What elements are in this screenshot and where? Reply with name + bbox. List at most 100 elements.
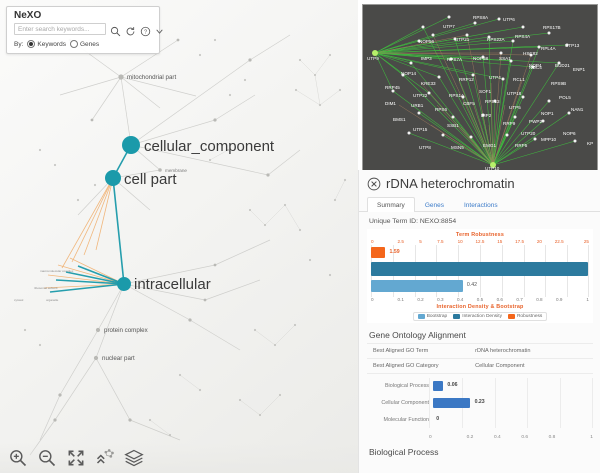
layers-icon[interactable] (124, 448, 144, 468)
legend-swatch-bootstrap (417, 314, 425, 319)
svg-text:RPS17B: RPS17B (543, 25, 561, 30)
svg-text:?: ? (144, 29, 147, 35)
svg-text:NOP14: NOP14 (401, 71, 417, 76)
table-row: Best Aligned GO Category Cellular Compon… (367, 359, 593, 374)
bar-bootstrap (371, 280, 463, 292)
node-label-membrane: membrane (165, 168, 187, 173)
close-icon[interactable] (367, 177, 381, 191)
node-label-macromolecular-complex: macromolecular complex (40, 269, 74, 273)
unique-term-id: Unique Term ID: NEXO:8854 (369, 218, 457, 225)
svg-text:RPS8A: RPS8A (473, 15, 489, 20)
search-input[interactable] (14, 23, 106, 35)
node-label-mitochondrial-part: mitochondrial part (127, 74, 176, 81)
radio-genes[interactable]: Genes (69, 40, 99, 48)
svg-text:RCL1: RCL1 (513, 77, 525, 82)
svg-text:UTP21: UTP21 (455, 37, 470, 42)
bar-row-cellular-component: Cellular Component 0.23 (367, 395, 593, 411)
legend-robustness[interactable]: Robustness (507, 314, 542, 319)
go-chart-xticks: 0 0.2 0.4 0.6 0.8 1 (429, 435, 593, 440)
bar-robustness (371, 247, 385, 258)
svg-text:UTP22: UTP22 (413, 93, 428, 98)
node-intracellular[interactable] (117, 277, 131, 291)
bar-cellular-component (433, 398, 470, 408)
chevron-down-icon[interactable] (155, 24, 166, 35)
svg-text:RPS4A: RPS4A (515, 34, 531, 39)
go-category-key: Best Aligned GO Category (373, 363, 439, 369)
gene-hub-utp10[interactable] (490, 162, 496, 168)
svg-text:EMG1: EMG1 (483, 143, 496, 148)
radio-keywords[interactable]: Keywords (27, 40, 66, 48)
svg-text:URB1: URB1 (411, 103, 424, 108)
network-toolbar[interactable] (0, 443, 358, 473)
svg-text:CBF5: CBF5 (463, 101, 475, 106)
legend-interaction-density[interactable]: Interaction Density (453, 314, 502, 319)
collapse-icon[interactable] (95, 448, 115, 468)
zoom-out-icon[interactable] (37, 448, 57, 468)
chart-title-term-robustness: Term Robustness (455, 232, 505, 238)
go-term-key: Best Aligned GO Term (373, 348, 429, 354)
svg-text:UTP13: UTP13 (565, 43, 580, 48)
go-category-value: Cellular Component (475, 363, 525, 369)
search-icon[interactable] (110, 24, 121, 36)
fit-screen-icon[interactable] (66, 448, 86, 468)
bar-value-bootstrap: 0.42 (466, 282, 478, 288)
chart-legend[interactable]: Bootstrap Interaction Density Robustness (412, 312, 548, 321)
legend-swatch-robustness (507, 314, 515, 319)
svg-text:UTP9: UTP9 (367, 56, 379, 61)
svg-text:SSB1: SSB1 (447, 123, 459, 128)
tab-summary[interactable]: Summary (367, 197, 415, 212)
gene-labels: UTP9 NOP56 UTP7 RPS8A UTP6 RPS17B UTP21 … (367, 15, 593, 170)
term-info-panel[interactable]: rDNA heterochromatin Summary Genes Inter… (358, 170, 600, 473)
bar-value-robustness: 1.59 (389, 249, 400, 255)
bar-label-molecular-function: Molecular Function (383, 417, 429, 423)
ontology-network-panel[interactable]: cellular_component cell part intracellul… (0, 0, 358, 473)
zoom-in-icon[interactable] (8, 448, 28, 468)
radio-genes-dot[interactable] (69, 40, 78, 48)
top-axis-ticks: 0 2.5 5 7.5 10 12.5 15 17.5 20 22.5 25 (371, 239, 589, 244)
bar-label-cellular-component: Cellular Component (381, 400, 429, 406)
svg-text:UTP15: UTP15 (413, 127, 428, 132)
ontology-network-graph[interactable]: cellular_component cell part intracellul… (0, 0, 358, 473)
svg-text:RPS7A: RPS7A (447, 57, 463, 62)
svg-text:NOP6: NOP6 (563, 131, 576, 136)
section-title-go-alignment: Gene Ontology Alignment (369, 330, 466, 340)
tab-interactions[interactable]: Interactions (463, 202, 498, 209)
svg-text:KP: KP (587, 141, 593, 146)
gene-network-panel[interactable]: UTP9 NOP56 UTP7 RPS8A UTP6 RPS17B UTP21 … (362, 4, 598, 171)
svg-text:NOP58: NOP58 (473, 56, 489, 61)
radio-keywords-label: Keywords (37, 40, 66, 48)
refresh-icon[interactable] (125, 24, 136, 35)
svg-text:UTP5: UTP5 (509, 105, 521, 110)
bar-biological-process (433, 381, 443, 391)
svg-text:HSC82: HSC82 (523, 51, 538, 56)
svg-text:RRP9: RRP9 (503, 121, 516, 126)
bar-value-molecular-function: 0 (436, 416, 440, 422)
bar-row-molecular-function: Molecular Function 0 (367, 412, 593, 428)
table-row: Best Aligned GO Term rDNA heterochromati… (367, 344, 593, 359)
radio-keywords-dot[interactable] (27, 40, 36, 48)
search-panel[interactable]: NeXO ? By: Keywor (6, 6, 163, 54)
go-alignment-table: Best Aligned GO Term rDNA heterochromati… (367, 343, 593, 374)
node-cellular-component[interactable] (122, 136, 140, 154)
gene-hub-utp9[interactable] (372, 50, 378, 56)
svg-text:BUD21: BUD21 (555, 63, 570, 68)
svg-text:UTP6: UTP6 (503, 17, 515, 22)
gene-network-graph[interactable]: UTP9 NOP56 UTP7 RPS8A UTP6 RPS17B UTP21 … (363, 5, 597, 170)
bar-interaction-density (371, 262, 589, 276)
section-title-biological-process: Biological Process (369, 447, 439, 457)
svg-text:MPP10: MPP10 (541, 137, 557, 142)
svg-text:UTP8: UTP8 (419, 145, 431, 150)
svg-text:MSN5: MSN5 (451, 145, 464, 150)
svg-text:RPS13: RPS13 (485, 99, 500, 104)
svg-text:BMS1: BMS1 (393, 117, 406, 122)
tab-genes[interactable]: Genes (424, 202, 444, 209)
help-icon[interactable]: ? (140, 24, 151, 36)
svg-text:SSA1: SSA1 (499, 56, 511, 61)
legend-label-interaction-density: Interaction Density (462, 314, 502, 319)
tab-bar[interactable]: Summary Genes Interactions (359, 196, 600, 212)
chart-xlabel: Interaction Density & Bootstrap (436, 304, 524, 310)
node-cell-part[interactable] (105, 170, 121, 186)
svg-text:UTP10: UTP10 (485, 166, 500, 170)
legend-bootstrap[interactable]: Bootstrap (417, 314, 447, 319)
